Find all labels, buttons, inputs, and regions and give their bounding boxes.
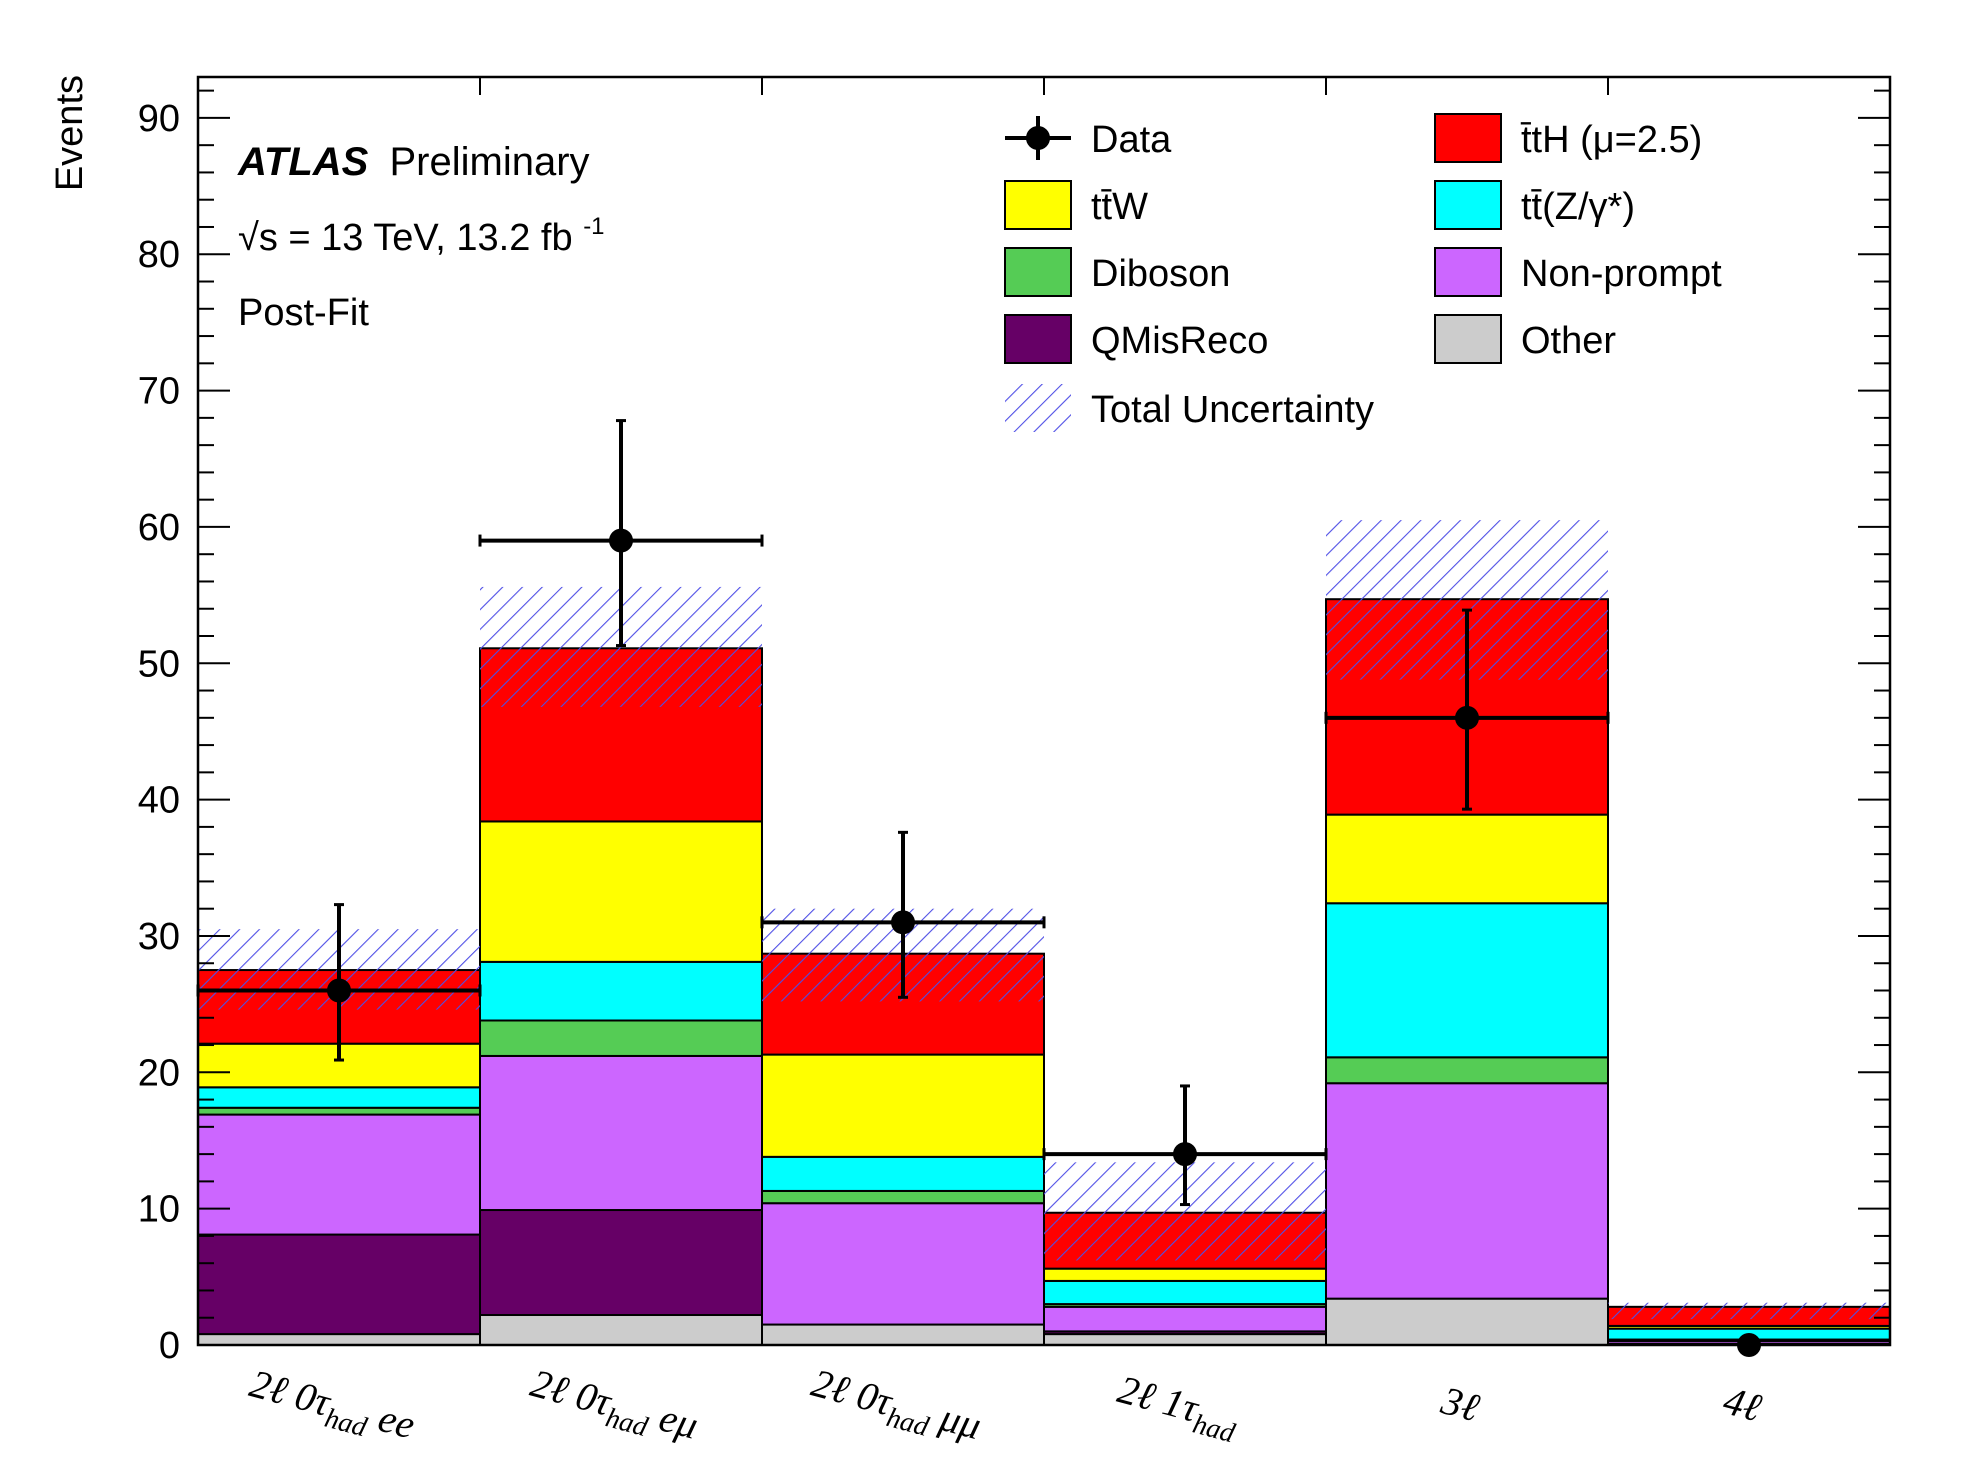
legend-item-data: Data [1005, 116, 1172, 161]
energy-label: √s = 13 TeV, 13.2 fb [238, 217, 573, 259]
legend-item-qmis: QMisReco [1004, 314, 1268, 364]
bar-tt-z--0 [197, 1086, 481, 1109]
y-tick-label-80: 80 [138, 234, 180, 276]
legend-data-marker [1026, 126, 1050, 150]
bar-tt-w-3 [1043, 1267, 1327, 1282]
bar-other-3 [1043, 1333, 1327, 1347]
data-point-4 [1324, 608, 1610, 811]
data-marker-1 [609, 528, 633, 553]
x-tick-label-2: 2ℓ 0τhad μμ [805, 1360, 986, 1456]
bar-non-prompt-2 [761, 1202, 1045, 1326]
legend-item-tth: t̄tH (μ=2.5) [1434, 113, 1703, 163]
status-label: Preliminary [389, 140, 589, 184]
x-tick-label-0: 2ℓ 0τhad ee [243, 1360, 419, 1455]
legend-swatch-diboson [1004, 247, 1072, 297]
legend-item-nonprompt: Non-prompt [1434, 247, 1722, 297]
bar-non-prompt-4 [1325, 1082, 1609, 1300]
bar-non-prompt-3 [1043, 1305, 1327, 1333]
bar-diboson-1 [479, 1019, 763, 1057]
legend-swatch-ttz [1434, 180, 1502, 230]
legend-label-tth: t̄tH (μ=2.5) [1520, 119, 1703, 161]
legend-swatch-other [1434, 314, 1502, 364]
bar-other-0 [197, 1333, 481, 1347]
bar-tt-z--2 [761, 1155, 1045, 1192]
y-tick-label-20: 20 [138, 1052, 180, 1094]
bar-other-2 [761, 1323, 1045, 1346]
data-point-3 [1042, 1084, 1328, 1207]
data-point-2 [760, 830, 1046, 999]
experiment-label: ATLAS [237, 140, 369, 184]
legend-label-ttz: tt̄(Z/γ*) [1521, 186, 1635, 228]
legend-uncertainty-swatch [1005, 384, 1071, 432]
bar-tt-z--4 [1325, 902, 1609, 1059]
bar-diboson-2 [761, 1189, 1045, 1205]
legend-label-diboson: Diboson [1091, 253, 1230, 295]
legend-item-ttz: tt̄(Z/γ*) [1434, 180, 1635, 230]
data-marker-3 [1173, 1142, 1197, 1167]
data-marker-0 [327, 978, 351, 1003]
y-axis-label: Events [49, 75, 91, 191]
legend-label-ttw: tt̄W [1091, 186, 1148, 228]
y-tick-label-50: 50 [138, 643, 180, 685]
bar-non-prompt-0 [197, 1113, 481, 1236]
bar-diboson-0 [197, 1106, 481, 1116]
uncertainty-band-5 [1608, 1302, 1890, 1320]
legend-swatch-nonprompt [1434, 247, 1502, 297]
data-points [196, 419, 1761, 1357]
bar-diboson-4 [1325, 1056, 1609, 1085]
y-tick-label-70: 70 [138, 371, 180, 413]
atlas-label: ATLAS Preliminary √s = 13 TeV, 13.2 fb -… [237, 140, 605, 334]
legend-swatch-qmis [1004, 314, 1072, 364]
svg-text:ATLAS Preliminary: ATLAS Preliminary [237, 140, 590, 184]
legend-item-other: Other [1434, 314, 1616, 364]
legend-item-ttw: tt̄W [1004, 180, 1148, 230]
legend-label-qmis: QMisReco [1091, 320, 1268, 362]
axis-ticks: 0 10 20 30 40 50 60 70 80 90 [138, 77, 1890, 1367]
legend-label-other: Other [1521, 320, 1616, 362]
data-marker-4 [1455, 705, 1479, 730]
x-tick-labels: 2ℓ 0τhad ee 2ℓ 0τhad eμ 2ℓ 0τhad μμ 2ℓ 1τha… [243, 1360, 1766, 1456]
y-tick-label-40: 40 [138, 780, 180, 822]
legend-item-unc: Total Uncertainty [1005, 384, 1374, 432]
x-tick-label-5: 4ℓ [1719, 1377, 1766, 1430]
y-tick-label-10: 10 [138, 1189, 180, 1231]
legend: Data t̄tH (μ=2.5) tt̄W tt̄(Z/γ*) Diboson Non-… [1004, 113, 1722, 432]
x-tick-label-1: 2ℓ 0τhad eμ [524, 1360, 703, 1455]
bar-other-4 [1325, 1297, 1609, 1347]
bar-qmisreco-1 [479, 1209, 763, 1317]
y-tick-label-0: 0 [159, 1325, 180, 1367]
legend-item-diboson: Diboson [1004, 247, 1230, 297]
bar-qmisreco-0 [197, 1233, 481, 1336]
svg-text:√s = 13 TeV, 13.2 fb -1: √s = 13 TeV, 13.2 fb -1 [238, 213, 605, 259]
bar-non-prompt-1 [479, 1054, 763, 1212]
y-tick-label-90: 90 [138, 98, 180, 140]
data-point-1 [478, 419, 764, 648]
bar-tt-w-1 [479, 820, 763, 963]
legend-label-data: Data [1091, 119, 1172, 161]
fit-label: Post-Fit [238, 292, 369, 334]
bar-tt-w-4 [1325, 813, 1609, 905]
legend-swatch-tth [1434, 113, 1502, 163]
legend-label-unc: Total Uncertainty [1091, 389, 1374, 431]
x-tick-label-3: 2ℓ 1τhad [1111, 1366, 1244, 1449]
legend-label-nonprompt: Non-prompt [1521, 253, 1722, 295]
bar-tt-z--3 [1043, 1279, 1327, 1306]
data-marker-2 [891, 910, 915, 935]
energy-exponent: -1 [583, 213, 604, 240]
x-tick-label-4: 3ℓ [1436, 1377, 1484, 1430]
bar-tt-w-2 [761, 1053, 1045, 1158]
y-tick-label-60: 60 [138, 507, 180, 549]
legend-swatch-ttw [1004, 180, 1072, 230]
y-tick-label-30: 30 [138, 916, 180, 958]
bar-tt-z--1 [479, 960, 763, 1022]
bar-other-1 [479, 1314, 763, 1346]
